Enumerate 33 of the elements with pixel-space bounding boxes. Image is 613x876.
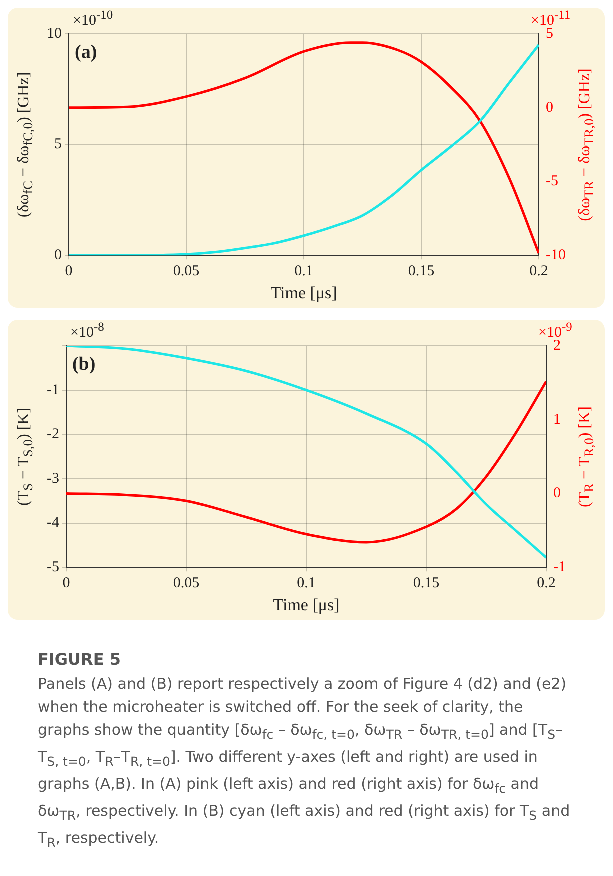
y-tick-label: -2 xyxy=(46,426,60,443)
y-tick-label: 10 xyxy=(47,26,62,42)
x-axis-title: Time [μs] xyxy=(273,595,340,614)
x-tick-label: 0 xyxy=(65,264,73,280)
y2-tick-label: 0 xyxy=(554,486,562,502)
y2-tick-label: -1 xyxy=(554,560,566,576)
line-series xyxy=(66,346,547,560)
text: FIGURE 5 xyxy=(38,650,122,669)
x-tick-label: 0.15 xyxy=(413,576,440,592)
y-tick-label: -1 xyxy=(46,382,60,398)
y-tick-label: -5 xyxy=(46,560,60,576)
text: Panels (A) and (B) report respectively a zoom of Figure 4 (d2) and (e2) when the microheater is switched off. For the seek of clarity, the graphs show the quantity [δω$_{fc}$ – δω$_{fc, t=0}$, δω$_{TR}$ – δω$_{TR, t=0}$] and [T$_{S}$–T$_{S, t=0}$, T$_{R}$–T$_{R, t=0}$]. Two different y-axes (left and right) are used in graphs (A,B). In (A) pink (left axis) and red (right axis) for δω$_{fc}$ and δω$_{TR}$, respectively. In (B) cyan (left axis) and red (right axis) for T$_{S}$ and T$_{R}$, respectively. xyxy=(38,675,570,850)
annotation: (a) xyxy=(75,42,98,64)
x-tick-label: 0.1 xyxy=(297,576,316,592)
x-tick-label: 0.2 xyxy=(537,576,556,592)
y2-tick-label: -5 xyxy=(546,174,559,190)
y2-tick-label: 0 xyxy=(546,100,554,116)
y-tick-label: -3 xyxy=(46,470,60,487)
x-axis-title: Time [μs] xyxy=(270,283,338,302)
x-tick-label: 0.15 xyxy=(408,264,435,280)
y2-tick-label: -10 xyxy=(546,248,566,264)
x-tick-label: 0.05 xyxy=(173,264,200,280)
line-series xyxy=(66,380,547,544)
x-tick-label: 0.1 xyxy=(294,264,314,280)
x-tick-label: 0.2 xyxy=(530,264,548,280)
y-tick-label: -4 xyxy=(46,515,60,532)
y-tick-label: 0 xyxy=(54,248,62,264)
y2-tick-label: 1 xyxy=(554,412,562,428)
text: ×10$^{-10}$ xyxy=(73,8,114,30)
text: ×10$^{-8}$ xyxy=(70,320,104,342)
x-tick-label: 0.05 xyxy=(173,576,200,592)
annotation: (b) xyxy=(72,354,96,376)
y-tick-label: 5 xyxy=(54,136,62,153)
